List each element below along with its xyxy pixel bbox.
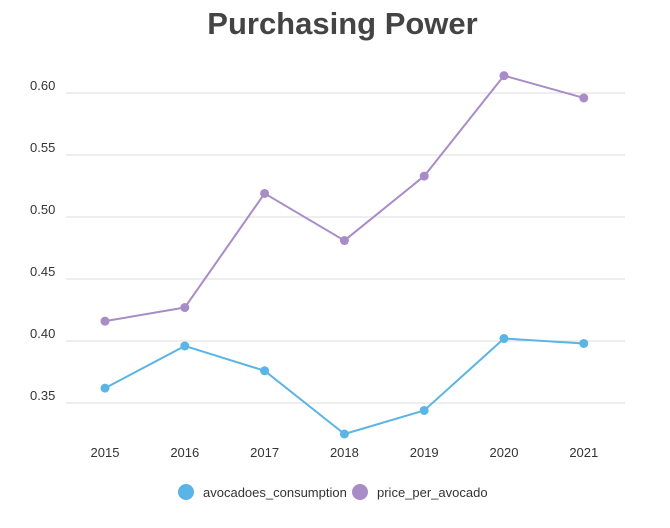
x-tick-label: 2019: [410, 445, 439, 460]
y-tick-label: 0.35: [30, 388, 55, 403]
x-tick-label: 2017: [250, 445, 279, 460]
y-tick-label: 0.50: [30, 202, 55, 217]
data-point-price_per_avocado: [419, 171, 429, 181]
legend-marker: [352, 484, 368, 500]
data-point-avocadoes_consumption: [100, 383, 110, 393]
data-point-price_per_avocado: [579, 93, 589, 103]
data-point-price_per_avocado: [100, 316, 110, 326]
data-point-price_per_avocado: [499, 71, 509, 81]
legend-label: price_per_avocado: [377, 485, 488, 500]
data-point-price_per_avocado: [180, 303, 190, 313]
data-point-avocadoes_consumption: [260, 366, 270, 376]
series-line-price_per_avocado: [104, 74, 585, 323]
data-point-price_per_avocado: [260, 188, 270, 198]
x-tick-label: 2015: [91, 445, 120, 460]
series-line-avocadoes_consumption: [104, 337, 584, 435]
x-tick-label: 2021: [569, 445, 598, 460]
data-point-price_per_avocado: [339, 236, 349, 246]
data-point-avocadoes_consumption: [180, 341, 190, 351]
y-tick-label: 0.55: [30, 140, 55, 155]
x-tick-label: 2018: [330, 445, 359, 460]
data-point-avocadoes_consumption: [579, 338, 589, 348]
y-tick-label: 0.45: [30, 264, 55, 279]
y-gridlines: [66, 92, 625, 404]
x-tick-label: 2016: [170, 445, 199, 460]
legend-label: avocadoes_consumption: [203, 485, 347, 500]
data-point-avocadoes_consumption: [419, 405, 429, 415]
data-point-avocadoes_consumption: [339, 429, 349, 439]
data-point-avocadoes_consumption: [499, 334, 509, 344]
y-tick-label: 0.60: [30, 78, 55, 93]
y-tick-label: 0.40: [30, 326, 55, 341]
x-tick-label: 2020: [490, 445, 519, 460]
legend-marker: [178, 484, 194, 500]
chart-title: Purchasing Power: [207, 6, 478, 41]
